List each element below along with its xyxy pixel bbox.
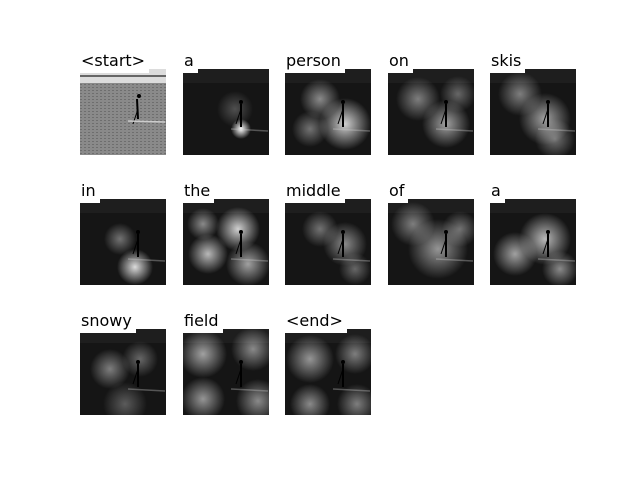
attention-map-image — [388, 199, 474, 285]
attention-panel: <start> — [80, 51, 166, 155]
attention-map-image — [285, 329, 371, 415]
token-label: a — [183, 51, 198, 73]
attention-panel: <end> — [285, 311, 371, 415]
attention-panel: a — [183, 51, 269, 155]
attention-map-image — [183, 329, 269, 415]
token-label: <end> — [285, 311, 347, 333]
attention-map-image — [490, 199, 576, 285]
attention-map-image — [388, 69, 474, 155]
attention-panel: a — [490, 181, 576, 285]
attention-panel: person — [285, 51, 371, 155]
attention-panel: of — [388, 181, 474, 285]
token-label: on — [388, 51, 413, 73]
attention-map-image — [183, 199, 269, 285]
attention-panel: field — [183, 311, 269, 415]
source-image — [80, 69, 166, 155]
token-label: in — [80, 181, 100, 203]
attention-panel: the — [183, 181, 269, 285]
token-label: snowy — [80, 311, 136, 333]
attention-panel: middle — [285, 181, 371, 285]
attention-map-image — [285, 69, 371, 155]
attention-map-image — [80, 199, 166, 285]
attention-map-image — [80, 329, 166, 415]
token-label: field — [183, 311, 223, 333]
attention-map-image — [490, 69, 576, 155]
token-label: person — [285, 51, 345, 73]
token-label: of — [388, 181, 409, 203]
attention-map-image — [183, 69, 269, 155]
token-label: <start> — [80, 51, 150, 73]
attention-panel: on — [388, 51, 474, 155]
token-label: a — [490, 181, 505, 203]
token-label: the — [183, 181, 215, 203]
attention-panel: snowy — [80, 311, 166, 415]
attention-map-image — [285, 199, 371, 285]
attention-panel: skis — [490, 51, 576, 155]
token-label: skis — [490, 51, 526, 73]
token-label: middle — [285, 181, 345, 203]
attention-panel: in — [80, 181, 166, 285]
